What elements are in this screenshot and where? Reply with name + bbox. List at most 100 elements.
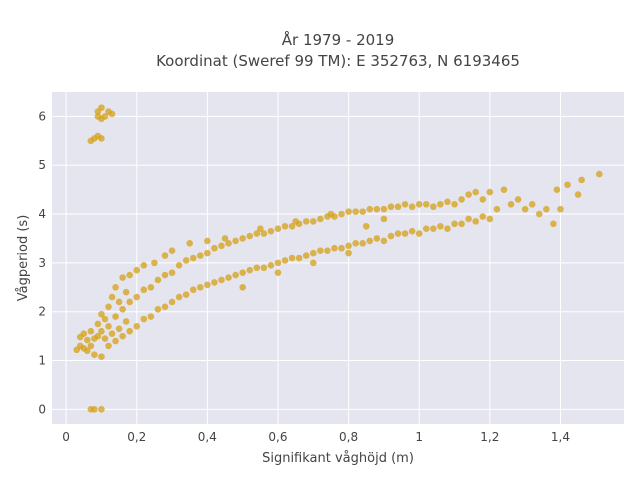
data-point: [380, 205, 388, 213]
data-point: [465, 191, 472, 198]
data-point: [168, 269, 176, 276]
data-point: [366, 205, 374, 213]
data-point: [345, 208, 352, 215]
data-point: [408, 203, 416, 211]
data-point: [98, 327, 105, 335]
y-tick-label: 3: [38, 256, 46, 270]
data-point: [94, 113, 102, 120]
x-tick-label: 1,2: [480, 430, 499, 444]
data-point: [331, 213, 338, 220]
data-point: [126, 271, 133, 279]
data-point: [147, 283, 155, 291]
data-point: [154, 276, 162, 284]
data-point: [373, 205, 381, 213]
data-point: [239, 235, 246, 242]
data-point: [112, 337, 119, 345]
y-tick-label: 6: [38, 109, 46, 123]
data-point: [401, 200, 409, 208]
x-axis-ticks: 0 0,2 0,4 0,6 0,8 1 1,2 1,4: [62, 430, 570, 444]
data-point: [338, 244, 345, 252]
data-point: [161, 271, 169, 279]
data-point: [422, 225, 430, 233]
data-point: [126, 327, 133, 335]
data-point: [543, 205, 550, 213]
data-point: [437, 200, 444, 208]
data-point: [472, 188, 480, 196]
plot-area: [52, 92, 624, 424]
y-tick-label: 0: [38, 402, 46, 416]
y-tick-label: 5: [38, 158, 46, 172]
data-point: [232, 271, 239, 279]
data-point: [101, 113, 109, 120]
data-point: [84, 336, 91, 344]
data-point: [105, 342, 112, 350]
data-point: [281, 257, 289, 264]
data-point: [359, 240, 367, 247]
data-point: [253, 264, 261, 272]
data-point: [84, 347, 91, 355]
data-point: [302, 252, 310, 259]
data-point: [112, 283, 119, 291]
data-point: [239, 283, 246, 291]
data-point: [486, 215, 494, 223]
data-point: [112, 313, 119, 320]
data-point: [595, 170, 603, 178]
data-point: [458, 220, 465, 228]
data-point: [126, 298, 133, 306]
data-point: [105, 303, 112, 311]
data-point: [115, 298, 123, 306]
data-point: [108, 110, 116, 118]
data-point: [394, 203, 402, 211]
data-point: [133, 323, 141, 330]
data-point: [288, 222, 296, 230]
data-point: [98, 104, 105, 111]
data-point: [260, 264, 268, 272]
data-point: [94, 320, 102, 328]
data-point: [295, 254, 303, 262]
data-point: [101, 315, 109, 323]
x-tick-label: 0,6: [268, 430, 287, 444]
data-point: [521, 205, 529, 213]
data-point: [140, 286, 148, 294]
data-point: [451, 200, 458, 208]
data-point: [465, 215, 472, 223]
data-point: [218, 276, 225, 284]
data-point: [380, 215, 388, 223]
data-point: [122, 318, 130, 325]
data-point: [147, 313, 155, 320]
data-point: [175, 293, 183, 301]
data-points: [73, 104, 603, 413]
data-point: [98, 353, 105, 360]
data-point: [281, 222, 289, 230]
data-point: [154, 305, 162, 313]
y-tick-label: 2: [38, 305, 46, 319]
data-point: [362, 222, 370, 230]
data-point: [574, 191, 582, 198]
x-tick-label: 0,8: [339, 430, 358, 444]
data-point: [331, 244, 338, 252]
data-point: [140, 262, 148, 269]
data-point: [309, 259, 317, 267]
data-point: [186, 240, 194, 247]
data-point: [430, 225, 437, 233]
data-point: [87, 327, 95, 335]
data-point: [91, 406, 98, 413]
data-point: [415, 230, 423, 237]
data-point: [119, 305, 126, 313]
data-point: [140, 315, 148, 323]
y-tick-label: 4: [38, 207, 46, 221]
data-point: [528, 200, 536, 208]
data-point: [444, 225, 451, 233]
data-point: [345, 249, 352, 257]
data-point: [309, 249, 317, 257]
data-point: [161, 303, 169, 311]
data-point: [94, 332, 102, 340]
data-point: [288, 254, 296, 262]
data-point: [115, 325, 123, 333]
data-point: [87, 342, 95, 350]
data-point: [415, 200, 423, 208]
x-tick-label: 0,2: [127, 430, 146, 444]
y-axis-ticks: 0 1 2 3 4 5 6: [38, 109, 46, 416]
data-point: [422, 200, 430, 208]
data-point: [317, 215, 324, 223]
